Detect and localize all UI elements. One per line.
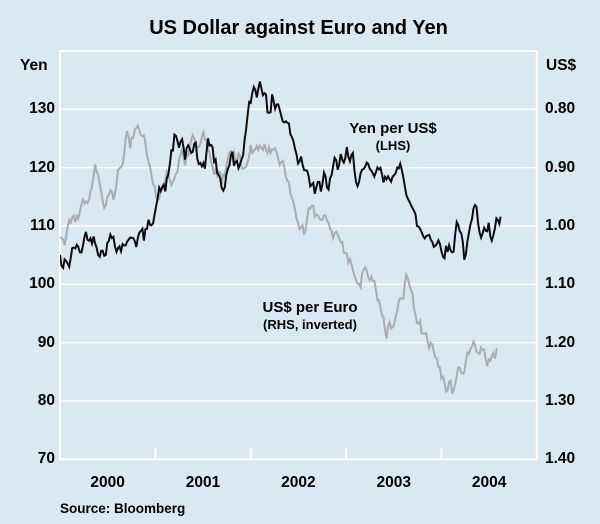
left-axis-unit-label: Yen <box>20 57 48 74</box>
right-axis-tick-label: 1.10 <box>545 275 576 293</box>
x-axis-year-label: 2004 <box>471 474 507 491</box>
x-axis-year-label: 2003 <box>376 474 411 491</box>
right-axis-tick-label: 1.40 <box>545 450 576 468</box>
left-axis-tick-label: 120 <box>29 158 55 176</box>
euro-series-annotation: US$ per Euro (RHS, inverted) <box>262 299 357 332</box>
chart-title: US Dollar against Euro and Yen <box>149 17 448 39</box>
yen-series-annotation: Yen per US$ (LHS) <box>349 120 437 153</box>
left-axis-tick-label: 110 <box>29 216 55 234</box>
euro-series-line <box>60 122 498 395</box>
yen-series-line <box>60 81 502 271</box>
left-axis-tick-label: 90 <box>37 333 55 351</box>
x-axis-year-label: 2002 <box>281 474 316 491</box>
x-axis-year-label: 2000 <box>90 474 125 491</box>
yen-series-annotation-name: Yen per US$ <box>349 120 437 137</box>
right-axis-tick-label: 1.20 <box>545 333 576 351</box>
right-axis-tick-label: 0.90 <box>545 158 576 176</box>
left-axis-tick-label: 100 <box>29 275 55 293</box>
x-axis-year-label: 2001 <box>185 474 221 491</box>
left-axis-tick-label: 80 <box>37 391 55 409</box>
right-axis-tick-label: 1.30 <box>545 391 576 409</box>
euro-series-annotation-name: US$ per Euro <box>262 299 358 316</box>
source-note: Source: Bloomberg <box>60 501 186 516</box>
euro-series-annotation-axis: (RHS, inverted) <box>263 317 357 332</box>
right-axis-tick-label: 0.80 <box>545 100 576 118</box>
right-axis-unit-label: US$ <box>546 57 577 74</box>
left-axis-tick-label: 70 <box>37 450 55 468</box>
left-axis-tick-label: 130 <box>29 100 55 118</box>
right-axis-tick-label: 1.00 <box>545 216 576 234</box>
yen-series-annotation-axis: (LHS) <box>375 138 411 153</box>
